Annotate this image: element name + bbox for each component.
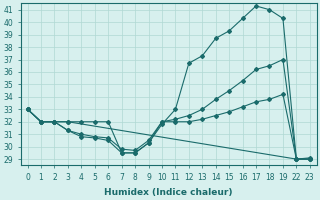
- X-axis label: Humidex (Indice chaleur): Humidex (Indice chaleur): [104, 188, 233, 197]
